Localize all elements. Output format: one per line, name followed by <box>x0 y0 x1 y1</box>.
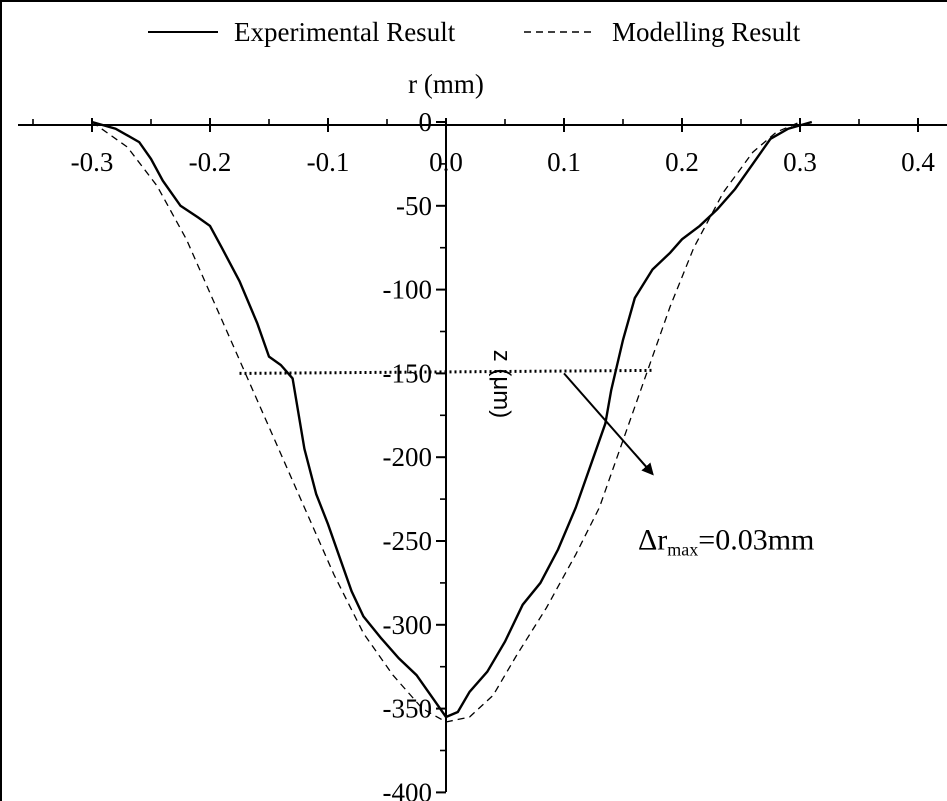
legend-label-modelling: Modelling Result <box>612 17 801 47</box>
x-tick-label: 0.3 <box>783 147 817 177</box>
annotation-dotted-line <box>239 368 653 375</box>
x-axis-label: r (mm) <box>408 69 484 99</box>
x-tick-labels: -0.3 -0.2 -0.1 0.0 0.1 0.2 0.3 0.4 <box>71 147 936 177</box>
y-tick-label: -400 <box>383 777 433 801</box>
legend-label-experimental: Experimental Result <box>234 17 456 47</box>
x-tick-label: 0.2 <box>665 147 699 177</box>
annotation-label-rest: =0.03mm <box>698 523 814 556</box>
annotation-label-main: Δr <box>638 523 667 556</box>
y-tick-label: -350 <box>383 694 433 724</box>
legend: Experimental Result Modelling Result <box>148 17 801 47</box>
y-tick-label: -300 <box>383 610 433 640</box>
y-tick-label: 0 <box>419 107 433 137</box>
y-tick-label: -200 <box>383 442 433 472</box>
x-tick-label: 0.4 <box>901 147 935 177</box>
x-tick-label: -0.2 <box>189 147 232 177</box>
y-ticks <box>436 121 446 794</box>
x-tick-label: -0.3 <box>71 147 114 177</box>
x-tick-label: -0.1 <box>307 147 350 177</box>
y-tick-label: -250 <box>383 526 433 556</box>
x-tick-label: 0.0 <box>429 147 463 177</box>
y-tick-label: -50 <box>396 191 432 221</box>
annotation-arrow <box>563 372 654 476</box>
annotation-label-sub: max <box>667 539 698 559</box>
series-experimental-line <box>91 120 813 719</box>
y-tick-labels: 0-50-100-150-200-250-300-350-400 <box>383 107 433 801</box>
y-tick-label: -100 <box>383 275 433 305</box>
series-modelling-line <box>91 121 801 723</box>
y-axis-label: z (μm) <box>488 350 515 418</box>
annotation-label: Δrmax=0.03mm <box>638 523 814 559</box>
x-tick-label: 0.1 <box>547 147 581 177</box>
